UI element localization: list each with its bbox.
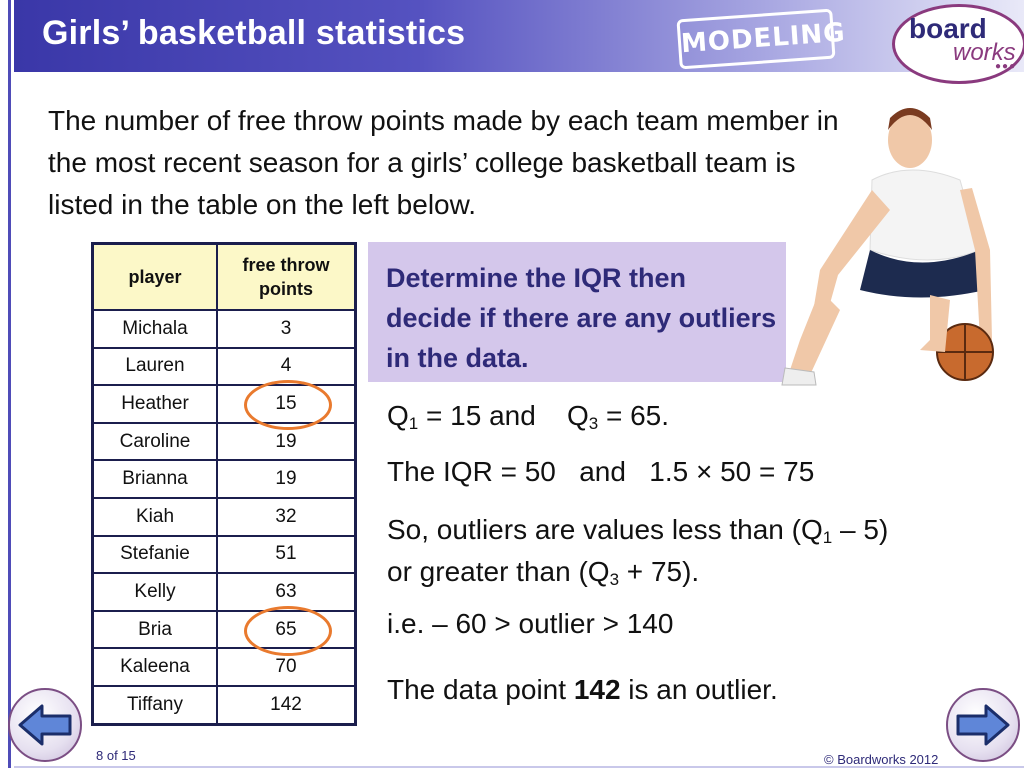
quartiles-line: Q1 = 15 and Q3 = 65.: [387, 396, 669, 444]
outliers-a-text: So, outliers are values less than (Q: [387, 514, 823, 545]
ie-line: i.e. – 60 > outlier > 140: [387, 608, 674, 639]
player-cell: Heather: [91, 384, 218, 424]
points-cell: 19: [216, 459, 357, 499]
outliers-b-end: + 75).: [619, 556, 700, 587]
table-header-row: player free throw points: [91, 242, 357, 311]
prompt-text: Determine the IQR then decide if there a…: [386, 263, 777, 373]
player-cell: Kaleena: [91, 647, 218, 687]
right-arrow-icon: [956, 704, 1010, 746]
next-slide-button[interactable]: [946, 688, 1020, 762]
player-cell: Bria: [91, 609, 218, 650]
modeling-stamp: MODELING: [676, 8, 846, 70]
frame-rule-left: [8, 72, 11, 768]
player-cell: Stefanie: [91, 534, 218, 575]
logo-board-text: board: [909, 13, 987, 44]
logo-works-text: works: [953, 39, 1016, 66]
slide-title: Girls’ basketball statistics: [42, 14, 466, 52]
header-points: free throw points: [216, 242, 357, 311]
outliers-line-b: or greater than (Q3 + 75).: [387, 552, 699, 600]
points-cell: 4: [216, 346, 357, 387]
page-number: 8 of 15: [96, 748, 136, 763]
left-arrow-icon: [18, 704, 72, 746]
highlight-circle-q3: [244, 606, 332, 656]
player-cell: Kiah: [91, 496, 218, 537]
table-row: Kiah 32: [91, 496, 357, 537]
player-cell: Caroline: [91, 421, 218, 462]
header-player: player: [91, 242, 218, 311]
conclusion-value: 142: [573, 674, 621, 705]
outliers-b-sub: 3: [609, 570, 620, 589]
conclusion-pre: The data point: [387, 674, 574, 705]
q1-label: Q: [387, 400, 409, 431]
q3-value: = 65.: [598, 400, 670, 431]
player-cell: Brianna: [91, 459, 218, 499]
q3-label: Q: [566, 400, 589, 431]
prompt-box: Determine the IQR then decide if there a…: [368, 242, 786, 382]
prev-slide-button[interactable]: [8, 688, 82, 762]
table-row: Tiffany 142: [91, 684, 357, 726]
table-row: Brianna 19: [91, 459, 357, 499]
table-row: Lauren 4: [91, 346, 357, 387]
outliers-a-sub: 1: [822, 528, 833, 547]
player-cell: Kelly: [91, 572, 218, 612]
q1-sub: 1: [408, 414, 419, 433]
intro-text: The number of free throw points made by …: [48, 105, 839, 220]
player-cell: Lauren: [91, 346, 218, 387]
points-cell: 32: [216, 496, 357, 537]
conclusion-post: is an outlier.: [620, 674, 778, 705]
logo-dots: ●●●: [995, 61, 1017, 72]
bottom-rule: [14, 766, 1024, 768]
points-cell: 51: [216, 534, 357, 575]
copyright: © Boardworks 2012: [824, 752, 939, 767]
frame-rule-top: [8, 0, 11, 72]
table-row: Michala 3: [91, 309, 357, 349]
points-cell: 3: [216, 309, 357, 349]
q3-sub: 3: [588, 414, 599, 433]
player-cell: Tiffany: [91, 684, 218, 726]
q1-value: = 15 and: [418, 400, 536, 431]
outliers-line-a: So, outliers are values less than (Q1 – …: [387, 510, 888, 558]
points-cell: 142: [216, 684, 357, 726]
iqr-line: The IQR = 50 and 1.5 × 50 = 75: [387, 456, 815, 487]
boardworks-logo: board works ●●●: [892, 4, 1024, 84]
table-row: Kaleena 70: [91, 647, 357, 687]
outliers-a-end: – 5): [832, 514, 889, 545]
table-row: Stefanie 51: [91, 534, 357, 575]
table-row: Caroline 19: [91, 421, 357, 462]
outliers-b-text: or greater than (Q: [387, 556, 610, 587]
basketball-player-photo: [781, 108, 994, 386]
conclusion-line: The data point 142 is an outlier.: [387, 670, 778, 710]
highlight-circle-q1: [244, 380, 332, 430]
player-cell: Michala: [91, 309, 218, 349]
title-bar: Girls’ basketball statistics MODELING: [14, 0, 1024, 72]
free-throw-table: player free throw points Michala 3 Lauren 4…: [91, 242, 357, 726]
table-row: Kelly 63: [91, 572, 357, 612]
